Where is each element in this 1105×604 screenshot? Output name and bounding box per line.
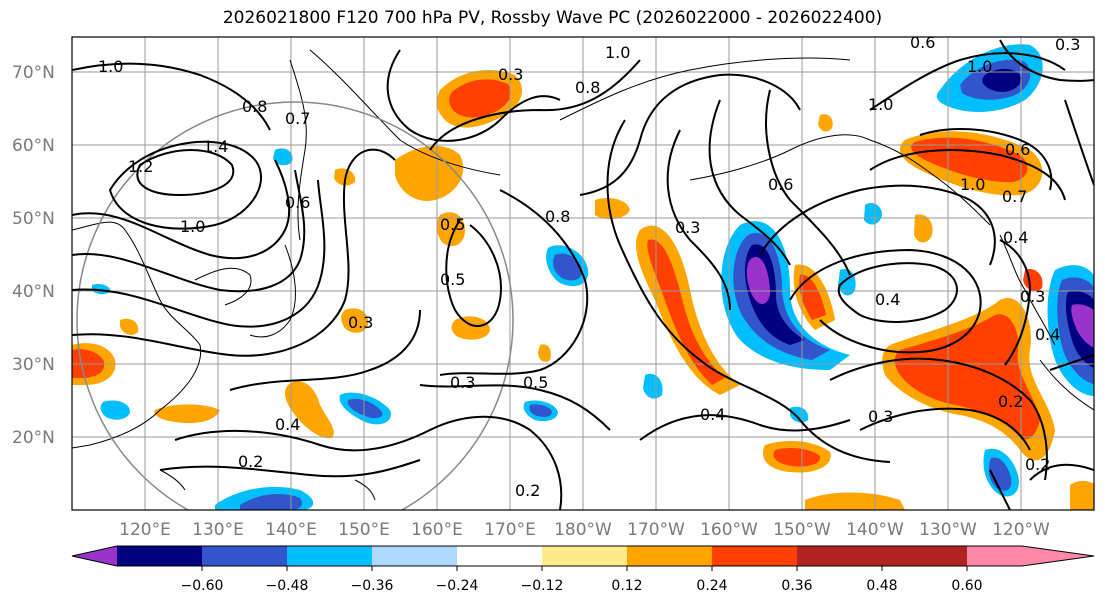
colorbar-segment — [542, 546, 627, 566]
contour-label: 0.4 — [875, 290, 900, 309]
contour-label: 1.0 — [180, 217, 205, 236]
contour-label: 0.8 — [545, 207, 570, 226]
lon-label: 130°W — [919, 520, 977, 540]
lat-label: 50°N — [12, 209, 55, 229]
lon-label: 150°W — [773, 520, 831, 540]
colorbar-segment — [797, 546, 882, 566]
colorbar-segment — [457, 546, 542, 566]
lon-label: 120°W — [992, 520, 1050, 540]
range-circle — [76, 101, 514, 510]
colorbar-tick-label: −0.48 — [266, 578, 309, 594]
colorbar-tick-label: 0.36 — [781, 578, 812, 594]
colorbar-tick-label: 0.24 — [696, 578, 727, 594]
contour-label: 0.5 — [440, 270, 465, 289]
contour-label: 1.0 — [605, 43, 630, 62]
lat-label: 40°N — [12, 282, 55, 302]
lon-label: 140°E — [265, 520, 317, 540]
contour-label: 0.4 — [700, 405, 725, 424]
contour-label: 0.3 — [868, 407, 893, 426]
lon-label: 170°E — [484, 520, 536, 540]
contour-label: 0.2 — [238, 452, 263, 471]
contour-label: 1.0 — [98, 57, 123, 76]
lon-label: 180°W — [554, 520, 612, 540]
contour-label: 1.4 — [203, 137, 228, 156]
lon-label: 150°E — [338, 520, 390, 540]
contour-label: 0.5 — [440, 215, 465, 234]
lon-label: 160°E — [411, 520, 463, 540]
contour-label: 0.6 — [910, 33, 935, 52]
colorbar-tick-label: −0.36 — [351, 578, 394, 594]
colorbar-segment — [287, 546, 372, 566]
colorbar-tick-label: −0.60 — [181, 578, 224, 594]
colorbar-segment — [882, 546, 967, 566]
lon-label: 130°E — [192, 520, 244, 540]
contour-label: 0.3 — [675, 218, 700, 237]
contour-label: 1.2 — [128, 157, 153, 176]
contour-label: 1.0 — [967, 57, 992, 76]
contour-label: 0.7 — [1002, 187, 1027, 206]
colorbar-segment — [372, 546, 457, 566]
colorbar-tick-label: −0.12 — [521, 578, 564, 594]
map-title: 2026021800 F120 700 hPa PV, Rossby Wave … — [222, 8, 883, 28]
lon-label: 140°W — [846, 520, 904, 540]
colorbar-tick-label: 0.48 — [866, 578, 897, 594]
contour-label: 0.8 — [242, 97, 267, 116]
colorbar-segment — [627, 546, 712, 566]
contour-label: 0.3 — [450, 373, 475, 392]
contour-label: 0.3 — [348, 313, 373, 332]
longitude-labels: 120°E 130°E 140°E 150°E 160°E 170°E 180°… — [119, 520, 1050, 540]
contour-label: 0.2 — [1025, 455, 1050, 474]
lat-label: 60°N — [12, 136, 55, 156]
contour-label: 0.2 — [515, 481, 540, 500]
contour-label: 0.6 — [768, 175, 793, 194]
pv-contours — [72, 39, 1094, 510]
lon-label: 120°E — [119, 520, 171, 540]
lat-label: 30°N — [12, 355, 55, 375]
contour-labels: 1.0 1.0 1.0 1.0 1.2 1.4 1.0 0.8 0.7 0.6 … — [98, 33, 1080, 500]
colorbar-extend-low — [72, 546, 117, 566]
contour-label: 1.0 — [960, 175, 985, 194]
latitude-labels: 70°N 60°N 50°N 40°N 30°N 20°N — [12, 63, 55, 448]
contour-label: 0.3 — [1055, 35, 1080, 54]
lat-label: 70°N — [12, 63, 55, 83]
colorbar: −0.60 −0.48 −0.36 −0.24 −0.12 0.12 0.24 … — [71, 545, 1095, 594]
contour-label: 0.6 — [285, 193, 310, 212]
contour-label: 0.3 — [498, 65, 523, 84]
contour-label: 0.8 — [575, 78, 600, 97]
colorbar-segment — [712, 546, 797, 566]
contour-label: 0.7 — [285, 109, 310, 128]
contour-label: 0.4 — [1035, 325, 1060, 344]
contour-label: 0.4 — [275, 415, 300, 434]
shaded-anomalies — [72, 44, 1094, 510]
colorbar-outline — [71, 545, 1095, 567]
colorbar-segment — [202, 546, 287, 566]
contour-label: 1.0 — [868, 95, 893, 114]
contour-label: 0.2 — [998, 392, 1023, 411]
contour-label: 0.3 — [1020, 287, 1045, 306]
colorbar-extend-high — [967, 546, 1094, 566]
contour-label: 0.5 — [523, 373, 548, 392]
colorbar-tick-label: 0.12 — [611, 578, 642, 594]
colorbar-tick-label: −0.24 — [436, 578, 479, 594]
lon-label: 160°W — [700, 520, 758, 540]
coastlines — [72, 49, 1094, 501]
map-frame — [71, 36, 1095, 511]
contour-label: 0.6 — [1005, 140, 1030, 159]
lat-label: 20°N — [12, 428, 55, 448]
colorbar-segment — [117, 546, 202, 566]
contour-label: 0.4 — [1003, 228, 1028, 247]
colorbar-tick-label: 0.60 — [951, 578, 982, 594]
lon-label: 170°W — [627, 520, 685, 540]
